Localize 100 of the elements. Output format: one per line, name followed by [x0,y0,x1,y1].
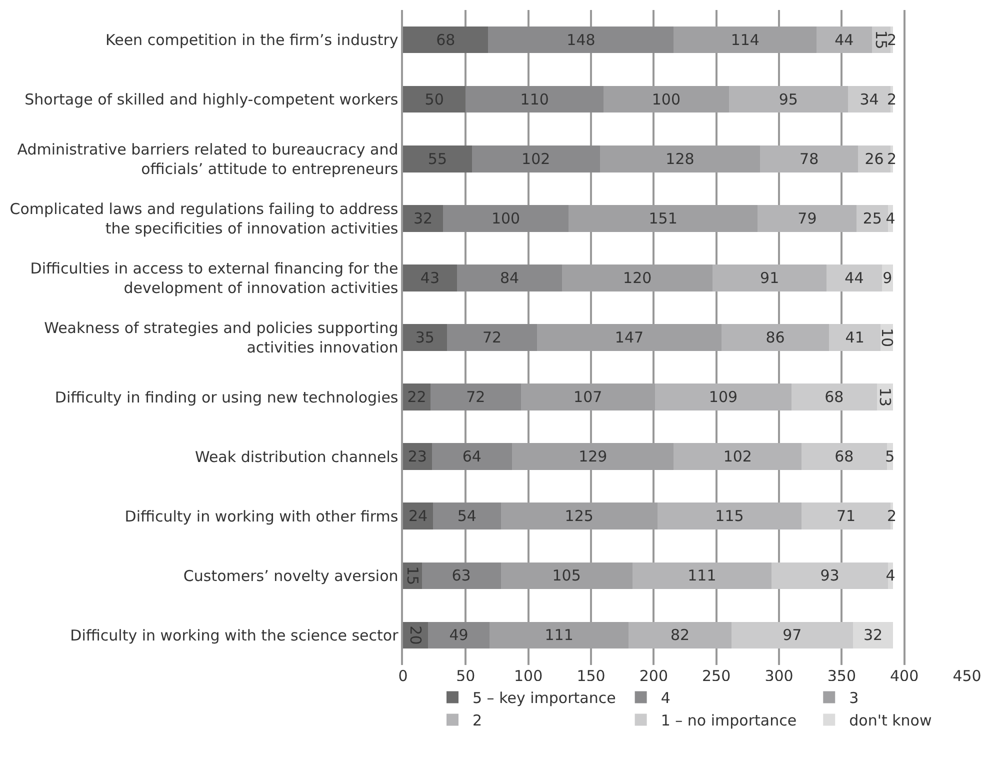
bar [443,205,568,232]
bar [728,86,848,113]
data-label: 34 [860,90,879,108]
data-label: 111 [544,626,574,644]
legend-label: 1 – no importance [660,712,797,730]
bar [432,443,512,470]
data-label: 79 [798,209,817,228]
data-label: 84 [500,268,520,287]
data-label: 23 [408,448,427,466]
data-label: 100 [652,90,681,108]
data-label: 2 [887,150,897,168]
bar [403,205,444,232]
x-tick-label: 450 [952,667,982,685]
data-label: 151 [648,209,678,228]
data-label: 35 [415,328,434,346]
bar [816,26,872,54]
bar [657,502,802,530]
y-tick-label: Shortage of skilled and highly-competent workers [24,90,398,109]
data-label: 15 [403,566,422,586]
bar [403,86,466,113]
y-tick-label: Customers’ novelty aversion [183,566,398,585]
data-label: 93 [820,566,840,585]
data-label: 97 [782,626,802,644]
bar [433,502,501,530]
data-label: 44 [844,268,864,287]
bar [472,145,600,172]
data-label: 4 [886,209,896,228]
x-tick-label: 350 [827,667,856,685]
data-label: 32 [863,626,883,644]
data-label: 102 [723,448,752,466]
data-label: 2 [887,507,897,526]
data-label: 22 [407,388,426,406]
data-label: 105 [552,566,581,585]
data-label: 86 [766,328,785,346]
data-label: 13 [876,388,894,407]
data-label: 50 [424,90,444,108]
x-tick-label: 300 [764,667,794,685]
bar [712,264,827,292]
data-label: 26 [864,150,884,168]
data-label: 68 [436,30,456,49]
data-label: 91 [760,268,780,287]
bar [758,205,857,232]
y-tick-label: Weakness of strategies and policies supporting activities innovation [44,319,398,356]
data-label: 115 [715,507,744,526]
bar [403,324,447,351]
data-label: 120 [623,268,652,287]
bar [403,26,488,54]
data-label: 41 [845,328,864,346]
bar [446,324,538,351]
legend-label: 5 – key importance [472,689,616,708]
data-label: 68 [824,388,844,406]
data-label: 24 [408,507,428,526]
bar [802,443,887,470]
bar [456,264,562,292]
data-label: 125 [564,507,594,526]
bar [826,264,882,292]
data-label: 110 [520,90,549,108]
bar [654,384,792,410]
data-label: 107 [574,388,602,406]
bar [403,502,434,530]
data-label: 2 [887,30,897,49]
bar [403,145,472,172]
bar [760,145,858,172]
bar [731,622,853,649]
y-tick-label: Difficulty in working with other firms [124,507,398,526]
bar [721,324,830,351]
bar [422,562,501,590]
data-label: 111 [688,566,716,585]
data-label: 10 [878,328,896,348]
data-label: 55 [428,150,448,168]
data-label: 129 [578,448,608,466]
bar [466,86,604,113]
y-tick-label: Difficulty in finding or using new technologies [54,388,398,406]
bar [488,26,674,54]
data-label: 128 [666,150,694,168]
data-label: 100 [491,209,520,228]
bar [792,384,877,410]
x-tick-label: 100 [514,667,543,685]
data-label: 147 [614,328,644,346]
data-label: 20 [406,626,425,645]
bar [856,205,888,232]
bar [430,384,521,410]
x-tick-label: 50 [456,667,476,685]
data-label: 64 [462,448,482,466]
y-tick-label: Difficulties in access to external financing for the development of innovation activities [30,259,398,297]
x-tick-label: 0 [398,667,408,685]
x-tick-label: 150 [576,667,606,685]
data-label: 82 [670,626,690,644]
data-label: 72 [482,328,502,346]
data-label: 9 [882,268,892,287]
data-label: 2 [887,90,897,108]
data-label: 71 [836,507,856,526]
bar [674,443,802,470]
data-label: 43 [420,268,440,287]
bar [771,562,888,590]
y-tick-label: Weak distribution channels [195,448,398,466]
legend-label: 4 [660,689,670,708]
x-tick-label: 250 [702,667,731,685]
data-label: 95 [778,90,798,108]
x-tick-label: 400 [890,667,919,685]
